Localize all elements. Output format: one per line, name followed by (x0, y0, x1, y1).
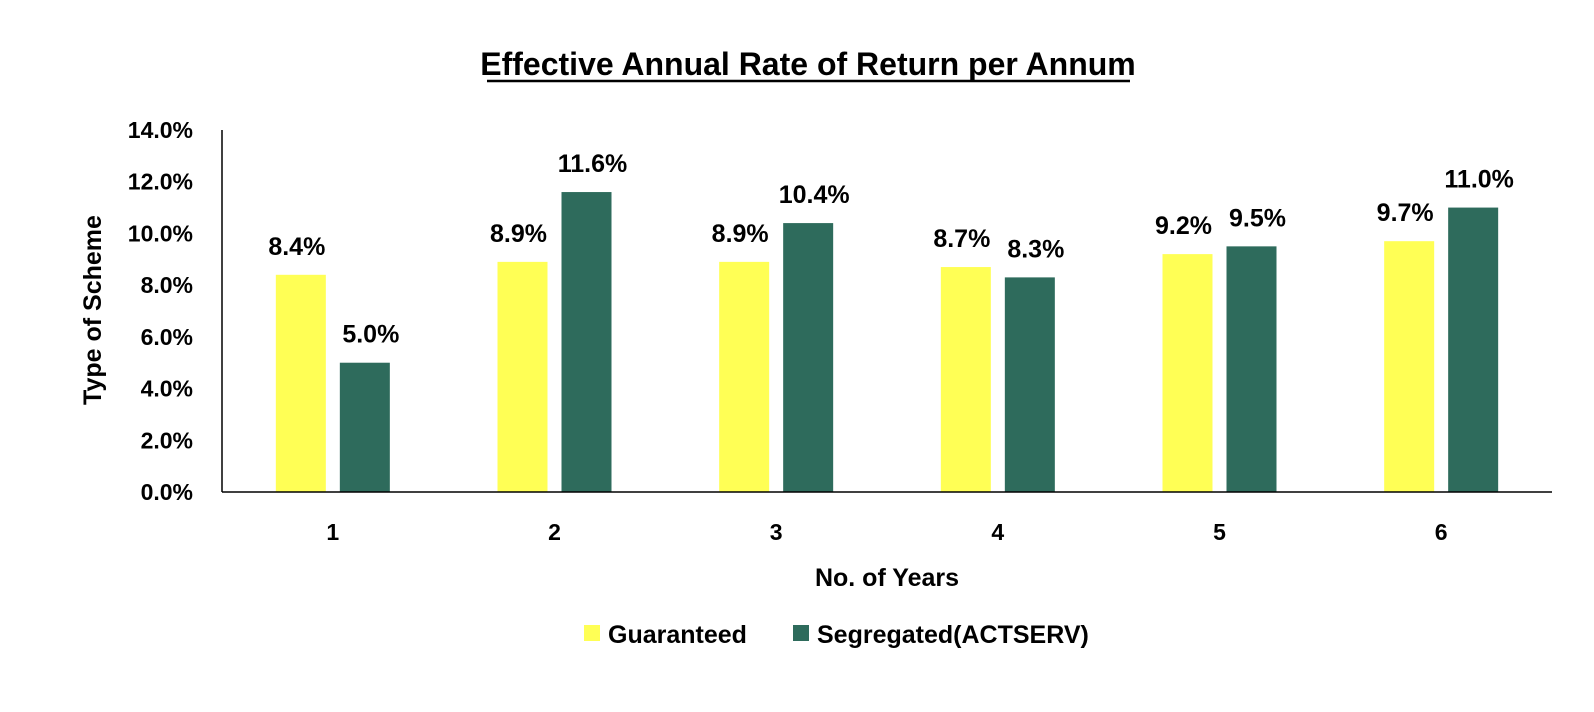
data-label: 8.4% (268, 233, 325, 261)
data-label: 9.7% (1377, 199, 1434, 227)
bar-guaranteed (1384, 241, 1435, 492)
legend-swatch (584, 625, 600, 641)
data-label: 10.4% (779, 181, 850, 209)
bar-segregated (561, 192, 612, 493)
bar-guaranteed (1162, 254, 1213, 492)
x-axis-title: No. of Years (815, 564, 959, 592)
data-label: 5.0% (342, 321, 399, 349)
y-axis-title: Type of Scheme (79, 215, 107, 405)
bar-segregated (1226, 246, 1277, 492)
chart-title: Effective Annual Rate of Return per Annu… (480, 46, 1135, 82)
data-label: 8.9% (712, 220, 769, 248)
data-label: 8.7% (933, 225, 990, 253)
bar-guaranteed (497, 261, 548, 492)
data-label: 8.9% (490, 220, 547, 248)
data-labels: 8.4% 5.0% 8.9% 11.6% 8.9% 10.4% 8.7% 8.3% 9.2% 9.… (268, 150, 1514, 349)
bar-segregated (1004, 277, 1055, 492)
bar-guaranteed (940, 267, 991, 492)
x-tick-label: 3 (770, 519, 783, 545)
bar-guaranteed (275, 274, 326, 492)
data-label: 11.6% (558, 150, 628, 178)
x-tick-label: 6 (1435, 519, 1448, 545)
bar-segregated (1448, 207, 1499, 493)
y-tick-label: 14.0% (128, 117, 193, 143)
legend-label: Segregated(ACTSERV) (817, 621, 1089, 649)
bar-segregated (339, 362, 390, 492)
y-tick-label: 0.0% (141, 479, 193, 505)
x-tick-label: 5 (1213, 519, 1226, 545)
y-axis-ticks: 0.0% 2.0% 4.0% 6.0% 8.0% 10.0% 12.0% 14.0% (128, 117, 193, 505)
bars (275, 192, 1499, 493)
bar-segregated (783, 223, 834, 493)
y-tick-label: 4.0% (141, 376, 193, 402)
bar-guaranteed (719, 261, 770, 492)
y-tick-label: 2.0% (141, 427, 193, 453)
x-axis-ticks: 1 2 3 4 5 6 (326, 519, 1447, 545)
y-tick-label: 6.0% (141, 324, 193, 350)
legend-swatch (793, 625, 809, 641)
data-label: 9.5% (1229, 204, 1286, 232)
data-label: 8.3% (1007, 235, 1064, 263)
data-label: 11.0% (1444, 166, 1514, 194)
y-tick-label: 8.0% (141, 272, 193, 298)
y-tick-label: 10.0% (128, 220, 193, 246)
x-tick-label: 1 (326, 519, 339, 545)
x-tick-label: 4 (991, 519, 1004, 545)
x-tick-label: 2 (548, 519, 561, 545)
legend: Guaranteed Segregated(ACTSERV) (584, 621, 1089, 649)
y-tick-label: 12.0% (128, 169, 193, 195)
data-label: 9.2% (1155, 212, 1212, 240)
legend-label: Guaranteed (608, 621, 747, 649)
